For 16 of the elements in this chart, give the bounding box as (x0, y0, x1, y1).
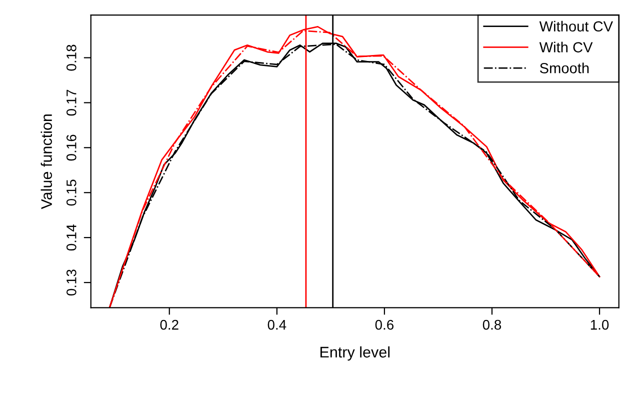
x-tick-label: 0.8 (482, 320, 502, 330)
y-tick-label: 0.16 (66, 134, 76, 161)
x-tick-label: 0.2 (160, 320, 178, 330)
x-tick-label: 0.4 (268, 320, 286, 330)
y-tick-label: 0.15 (66, 180, 76, 206)
y-tick-label: 0.13 (66, 270, 76, 296)
y-tick-label: 0.14 (66, 224, 76, 251)
y-axis-title: Value function (40, 114, 52, 210)
legend-label: Smooth (540, 62, 589, 74)
x-tick-label: 0.6 (375, 320, 394, 330)
y-tick-label: 0.17 (66, 90, 76, 116)
legend-label: Without CV (539, 20, 613, 32)
x-axis-title: Entry level (320, 346, 390, 361)
legend-label: With CV (539, 42, 593, 52)
x-tick-label: 1.0 (590, 320, 609, 330)
y-tick-label: 0.18 (66, 44, 76, 71)
